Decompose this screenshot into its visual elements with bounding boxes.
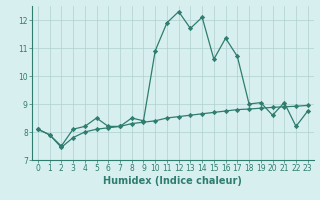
- X-axis label: Humidex (Indice chaleur): Humidex (Indice chaleur): [103, 176, 242, 186]
